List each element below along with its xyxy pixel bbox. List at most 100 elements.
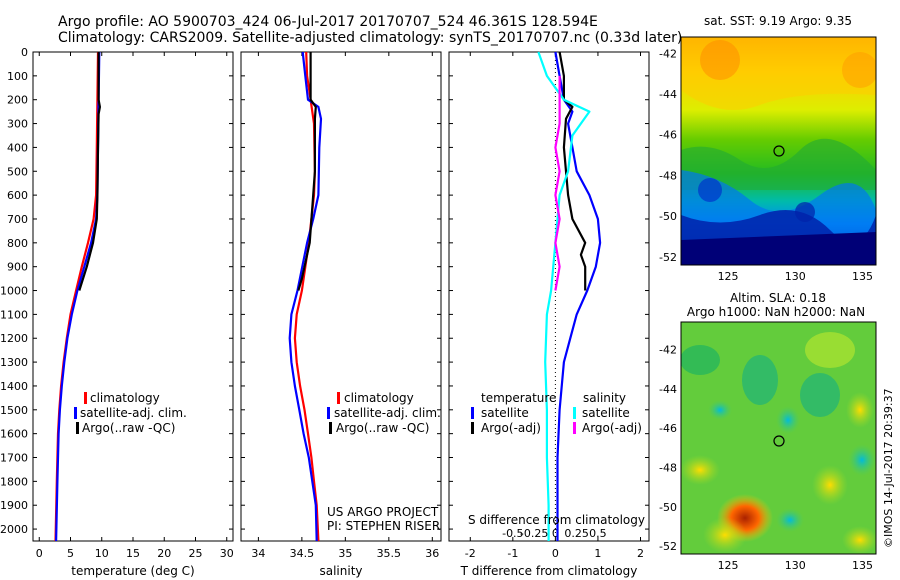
depth-tick-label: 600 — [7, 189, 28, 202]
header-line1: Argo profile: AO 5900703_424 06-Jul-2017… — [58, 14, 598, 30]
sst-lat-label: -50 — [659, 210, 677, 223]
temperature-xtick-label: 25 — [189, 547, 203, 560]
difference-xlabel: T difference from climatology — [460, 564, 638, 578]
sla-map — [681, 322, 876, 554]
sst-lon-label: 125 — [718, 270, 739, 283]
depth-tick-label: 1000 — [0, 285, 28, 298]
salinity-xtick-label: 34.5 — [290, 547, 315, 560]
annotation-project: US ARGO PROJECT — [327, 505, 439, 519]
s-difference-tick-label: -0.25 — [520, 527, 548, 540]
salinity-xtick-label: 36 — [425, 547, 439, 560]
header-line2: Climatology: CARS2009. Satellite-adjuste… — [58, 30, 682, 46]
depth-tick-label: 0 — [21, 46, 28, 59]
temperature-xtick-label: 20 — [157, 547, 171, 560]
sst-title: sat. SST: 9.19 Argo: 9.35 — [704, 14, 852, 28]
salinity-xlabel: salinity — [319, 564, 362, 578]
sst-lat-label: -46 — [659, 129, 677, 142]
temperature-legend: climatology satellite-adj. clim. Argo(..… — [74, 391, 187, 435]
depth-tick-label: 200 — [7, 94, 28, 107]
sst-map — [681, 37, 876, 265]
depth-tick-label: 900 — [7, 261, 28, 274]
depth-tick-label: 500 — [7, 165, 28, 178]
depth-tick-label: 800 — [7, 237, 28, 250]
salinity-xtick-label: 35 — [338, 547, 352, 560]
depth-tick-label: 1600 — [0, 428, 28, 441]
salinity-legend: climatology satellite-adj. clim. Argo(..… — [327, 391, 441, 435]
legend-climatology: climatology — [90, 391, 160, 405]
legend-header-salinity: salinity — [583, 391, 626, 405]
salinity-series-climatology — [293, 51, 320, 542]
sla-lon-label: 125 — [718, 559, 739, 572]
temperature-xtick-label: 15 — [126, 547, 140, 560]
legend-t-argo: Argo(-adj) — [481, 421, 541, 435]
sst-lat-label: -44 — [659, 88, 677, 101]
depth-tick-label: 1900 — [0, 499, 28, 512]
argo-location-marker-sla — [773, 435, 785, 447]
watermark: ©IMOS 14-Jul-2017 20:39:37 — [882, 388, 895, 548]
difference-xtick-label: 0 — [552, 547, 559, 560]
difference-xtick-label: 2 — [637, 547, 644, 560]
sst-lat-label: -48 — [659, 169, 677, 182]
temperature-xtick-label: 0 — [36, 547, 43, 560]
depth-tick-label: 1300 — [0, 356, 28, 369]
difference-xtick-label: -1 — [507, 547, 518, 560]
temperature-xtick-label: 10 — [95, 547, 109, 560]
legend-s-satellite: satellite — [582, 406, 630, 420]
s-difference-tick-label: 0 — [552, 527, 559, 540]
sla-lat-label: -42 — [659, 344, 677, 357]
sla-lon-label: 135 — [852, 559, 873, 572]
legend-s-argo: Argo(-adj) — [582, 421, 642, 435]
sst-lon-label: 135 — [852, 270, 873, 283]
temperature-series-argo-raw-qc- — [78, 52, 102, 291]
depth-tick-label: 700 — [7, 213, 28, 226]
annotation-pi: PI: STEPHEN RISER — [327, 519, 440, 533]
sst-lat-label: -42 — [659, 47, 677, 60]
depth-tick-label: 100 — [7, 70, 28, 83]
depth-tick-label: 1400 — [0, 380, 28, 393]
difference-legend: temperature salinity satellite Argo(-adj… — [471, 391, 642, 435]
sla-lat-label: -50 — [659, 501, 677, 514]
sla-lat-label: -44 — [659, 383, 677, 396]
sla-subtitle: Argo h1000: NaN h2000: NaN — [687, 305, 865, 319]
legend-argo: Argo(..raw -QC) — [336, 421, 429, 435]
sla-lat-label: -52 — [659, 540, 677, 553]
s-difference-tick-label: -0.5 — [502, 527, 523, 540]
salinity-series-satellite-adj-clim- — [288, 51, 323, 542]
s-difference-tick-label: 0.25 — [564, 527, 589, 540]
sst-lon-label: 130 — [785, 270, 806, 283]
sst-lat-label: -52 — [659, 251, 677, 264]
sla-title: Altim. SLA: 0.18 — [730, 291, 826, 305]
temperature-xtick-label: 5 — [67, 547, 74, 560]
sla-lat-label: -46 — [659, 422, 677, 435]
argo-location-marker-sst — [773, 145, 785, 157]
difference-xtick-label: -2 — [465, 547, 476, 560]
depth-tick-label: 400 — [7, 141, 28, 154]
salinity-xtick-label: 34 — [251, 547, 265, 560]
s-difference-tick-label: 0.5 — [589, 527, 607, 540]
salinity-xtick-label: 35.5 — [377, 547, 402, 560]
legend-argo: Argo(..raw -QC) — [82, 421, 175, 435]
temperature-panel — [32, 51, 234, 542]
depth-tick-label: 1500 — [0, 404, 28, 417]
salinity-series-argo-raw-qc- — [297, 52, 317, 291]
depth-tick-label: 1200 — [0, 332, 28, 345]
sla-lat-label: -48 — [659, 461, 677, 474]
depth-tick-label: 300 — [7, 118, 28, 131]
legend-header-temperature: temperature — [481, 391, 556, 405]
sla-lon-label: 130 — [785, 559, 806, 572]
legend-t-satellite: satellite — [481, 406, 529, 420]
depth-tick-label: 2000 — [0, 523, 28, 536]
legend-climatology: climatology — [344, 391, 414, 405]
depth-tick-label: 1700 — [0, 452, 28, 465]
legend-satellite: satellite-adj. clim. — [80, 406, 187, 420]
difference-xtick-label: 1 — [594, 547, 601, 560]
legend-satellite: satellite-adj. clim. — [334, 406, 441, 420]
difference-series-argo-adj- — [554, 75, 561, 291]
difference-series-argo-adj- — [558, 51, 587, 291]
salinity-panel — [240, 51, 442, 542]
temperature-xtick-label: 30 — [220, 547, 234, 560]
temperature-xlabel: temperature (deg C) — [71, 564, 194, 578]
depth-tick-label: 1800 — [0, 475, 28, 488]
s-difference-label: S difference from climatology — [468, 513, 645, 527]
